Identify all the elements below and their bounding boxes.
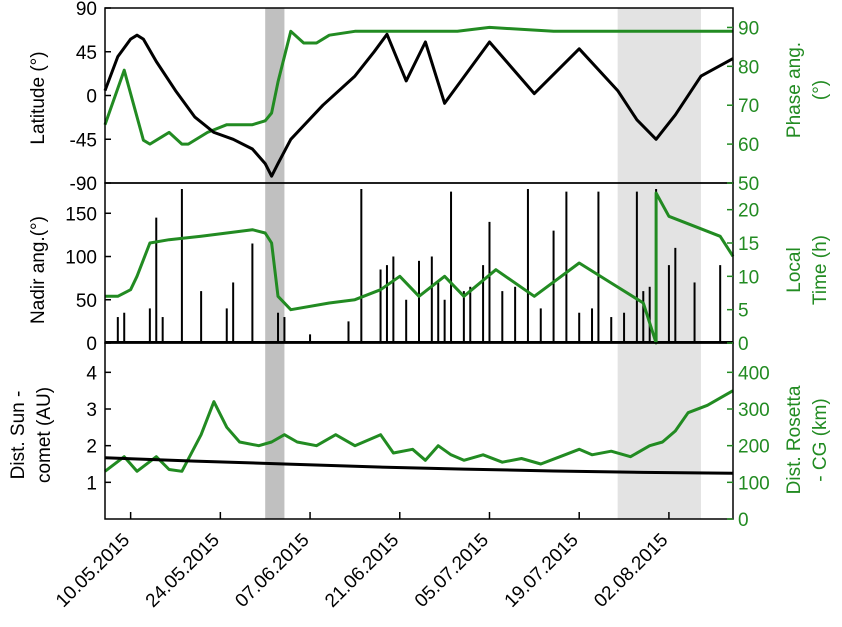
right-tick-label: 60: [738, 135, 759, 156]
right-tick-label: 300: [738, 400, 770, 421]
rosetta-cg-distance-line: [104, 389, 734, 473]
distance-panel: Dist. Sun - comet (AU) Dist. Rosetta - C…: [8, 385, 831, 494]
panel-3-frame: [104, 342, 734, 520]
left-tick-label: 50: [76, 291, 97, 312]
right-tick-label: 15: [738, 234, 759, 255]
right-tick-label: 400: [738, 363, 770, 384]
x-tick-label: 21.06.2015: [321, 530, 403, 612]
right-tick-label: 80: [738, 57, 759, 78]
latitude-axis-label: Latitude (°): [28, 51, 49, 144]
left-tick-label: 3: [86, 400, 97, 421]
right-tick-label: 100: [738, 473, 770, 494]
x-tick-label: 05.07.2015: [411, 530, 493, 612]
x-tick-label: 24.05.2015: [142, 530, 224, 612]
nadir-angle-axis-label: Nadir ang.(°): [28, 216, 49, 324]
x-tick-label: 19.07.2015: [501, 530, 583, 612]
latitude-phase-panel: Latitude (°) Phase ang. (°): [28, 42, 831, 145]
latitude-line: [103, 32, 734, 178]
right-tick-label: 70: [738, 96, 759, 117]
left-tick-label: 90: [76, 0, 97, 20]
phase-angle-axis-label-line1: Phase ang.: [784, 42, 805, 138]
sun-comet-distance-axis-label-line1: Dist. Sun -: [8, 391, 29, 480]
local-time-axis-label-line1: Local: [784, 247, 805, 292]
rosetta-cg-distance-axis-label-line1: Dist. Rosetta: [784, 385, 805, 494]
x-tick-label: 07.06.2015: [232, 530, 314, 612]
left-tick-label: 2: [86, 437, 97, 458]
sun-comet-distance-line: [104, 456, 734, 475]
panel-frames: [104, 7, 734, 520]
right-tick-label: 10: [738, 267, 759, 288]
left-tick-label: 45: [76, 43, 97, 64]
left-tick-label: 150: [65, 204, 97, 225]
shaded-period-2: [617, 8, 701, 519]
left-tick-label: 1: [86, 473, 97, 494]
right-tick-label: 50: [738, 174, 759, 195]
local-time-axis-label-line2: Time (h): [810, 235, 831, 305]
left-tick-label: 0: [86, 334, 97, 355]
left-tick-label: -45: [70, 130, 97, 151]
right-tick-label: 0: [738, 510, 749, 531]
left-tick-label: 0: [86, 87, 97, 108]
chart-marks: [103, 25, 735, 475]
phase-angle-line: [103, 25, 733, 146]
x-tick-label: 10.05.2015: [52, 530, 134, 612]
x-tick-label: 02.08.2015: [590, 530, 672, 612]
right-tick-label: 5: [738, 301, 749, 322]
sun-comet-distance-axis-label-line2: comet (AU): [34, 387, 55, 483]
nadir-localtime-panel: Nadir ang.(°) Local Time (h): [28, 216, 831, 324]
right-tick-label: 20: [738, 201, 759, 222]
right-tick-label: 90: [738, 18, 759, 39]
right-tick-label: 200: [738, 437, 770, 458]
left-tick-label: 4: [86, 363, 97, 384]
phase-angle-axis-label-line2: (°): [810, 80, 831, 100]
left-tick-label: -90: [70, 174, 97, 195]
right-tick-label: 0: [738, 334, 749, 355]
rosetta-cg-distance-axis-label-line2: - CG (km): [810, 398, 831, 481]
shaded-periods: [265, 8, 701, 519]
left-tick-label: 100: [65, 248, 97, 269]
